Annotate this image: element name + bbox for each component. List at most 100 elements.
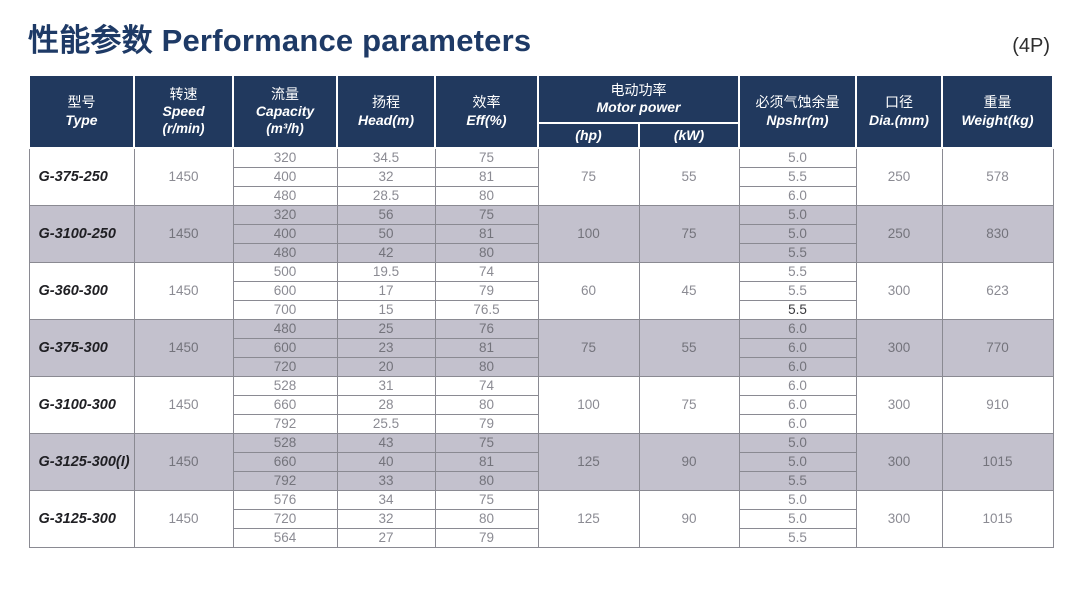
eff-cell: 79: [434, 413, 539, 434]
eff-cell: 81: [434, 166, 539, 187]
table-row: G-3125-300(I) 1450 528 43 75 125 90 5.0 300 1015: [28, 432, 1054, 491]
table-row: 720 20 80 6.0: [29, 356, 1053, 377]
col-header-capacity: 流量 Capacity (m³/h): [232, 74, 338, 149]
head-cell: 56: [336, 204, 436, 225]
table-row: G-360-300 1450 500 19.5 74 60 45 5.5 300 623: [28, 261, 1054, 320]
npshr-cell: 6.0: [738, 394, 857, 415]
speed-cell: 1450: [133, 489, 234, 548]
npshr-cell: 5.0: [738, 204, 857, 225]
capacity-cell: 480: [232, 242, 338, 263]
capacity-cell: 320: [232, 147, 338, 168]
speed-cell: 1450: [133, 318, 234, 377]
head-cell: 20: [336, 356, 436, 377]
eff-cell: 74: [434, 261, 539, 282]
speed-cell: 1450: [133, 432, 234, 491]
speed-cell: 1450: [133, 147, 234, 206]
eff-cell: 79: [434, 527, 539, 548]
table-row: G-3125-300 1450 576 34 75 125 90 5.0 300 1015: [28, 489, 1054, 548]
npshr-cell: 5.0: [738, 451, 857, 472]
table-row: 400 32 81 5.5: [29, 166, 1053, 187]
weight-cell: 1015: [941, 489, 1054, 548]
eff-cell: 80: [434, 394, 539, 415]
capacity-cell: 660: [232, 451, 338, 472]
table-row: 600 17 79 5.5: [29, 280, 1053, 301]
type-cell: G-3125-300: [28, 489, 135, 548]
page-header: 性能参数 Performance parameters (4P): [28, 14, 1050, 60]
npshr-cell: 5.0: [738, 147, 857, 168]
eff-cell: 80: [434, 508, 539, 529]
eff-cell: 75: [434, 147, 539, 168]
head-cell: 34.5: [336, 147, 436, 168]
head-cell: 50: [336, 223, 436, 244]
table-row: 700 15 76.5 5.5: [29, 299, 1053, 320]
npshr-cell: 5.0: [738, 508, 857, 529]
hp-cell: 100: [537, 375, 640, 434]
npshr-cell: 5.0: [738, 489, 857, 510]
page-title: 性能参数 Performance parameters: [28, 23, 532, 58]
eff-cell: 76: [434, 318, 539, 339]
head-cell: 28.5: [336, 185, 436, 206]
kw-cell: 75: [638, 375, 740, 434]
eff-cell: 81: [434, 451, 539, 472]
npshr-cell: 5.5: [738, 261, 857, 282]
col-header-dia: 口径 Dia.(mm): [855, 74, 943, 149]
col-header-type-zh: 型号: [67, 94, 96, 110]
eff-cell: 79: [434, 280, 539, 301]
table-row: 400 50 81 5.0: [29, 223, 1053, 244]
eff-cell: 81: [434, 337, 539, 358]
npshr-cell: 5.5: [738, 280, 857, 301]
head-cell: 32: [336, 508, 436, 529]
head-cell: 25: [336, 318, 436, 339]
table-row: 480 42 80 5.5: [29, 242, 1053, 263]
npshr-cell: 6.0: [738, 185, 857, 206]
head-cell: 40: [336, 451, 436, 472]
head-cell: 19.5: [336, 261, 436, 282]
table-row: G-375-250 1450 320 34.5 75 75 55 5.0 250 578: [28, 147, 1054, 206]
npshr-cell: 5.5: [738, 299, 857, 320]
table-row: 660 40 81 5.0: [29, 451, 1053, 472]
kw-cell: 90: [638, 489, 740, 548]
speed-cell: 1450: [133, 261, 234, 320]
weight-cell: 910: [941, 375, 1054, 434]
head-cell: 31: [336, 375, 436, 396]
npshr-cell: 6.0: [738, 337, 857, 358]
capacity-cell: 660: [232, 394, 338, 415]
capacity-cell: 576: [232, 489, 338, 510]
type-cell: G-3100-250: [28, 204, 135, 263]
type-cell: G-360-300: [28, 261, 135, 320]
capacity-cell: 528: [232, 432, 338, 453]
col-header-npshr: 必须气蚀余量 Npshr(m): [738, 74, 857, 149]
eff-cell: 75: [434, 489, 539, 510]
npshr-cell: 6.0: [738, 318, 857, 339]
capacity-cell: 500: [232, 261, 338, 282]
npshr-cell: 5.5: [738, 242, 857, 263]
dia-cell: 250: [855, 147, 943, 206]
head-cell: 32: [336, 166, 436, 187]
head-cell: 34: [336, 489, 436, 510]
eff-cell: 74: [434, 375, 539, 396]
table-body: G-375-250 1450 320 34.5 75 75 55 5.0 250 578 400 32…: [28, 147, 1054, 548]
capacity-cell: 480: [232, 318, 338, 339]
eff-cell: 76.5: [434, 299, 539, 320]
npshr-cell: 5.5: [738, 166, 857, 187]
npshr-cell: 5.5: [738, 470, 857, 491]
capacity-cell: 600: [232, 337, 338, 358]
eff-cell: 75: [434, 204, 539, 225]
capacity-cell: 700: [232, 299, 338, 320]
col-header-kw: (kW): [638, 122, 740, 149]
hp-cell: 75: [537, 147, 640, 206]
capacity-cell: 480: [232, 185, 338, 206]
col-header-head: 扬程 Head(m): [336, 74, 436, 149]
dia-cell: 300: [855, 375, 943, 434]
kw-cell: 75: [638, 204, 740, 263]
weight-cell: 830: [941, 204, 1054, 263]
head-cell: 25.5: [336, 413, 436, 434]
col-header-type: 型号 Type: [28, 74, 135, 149]
head-cell: 33: [336, 470, 436, 491]
type-cell: G-375-300: [28, 318, 135, 377]
eff-cell: 80: [434, 242, 539, 263]
table-row: 720 32 80 5.0: [29, 508, 1053, 529]
eff-cell: 80: [434, 470, 539, 491]
dia-cell: 300: [855, 318, 943, 377]
capacity-cell: 720: [232, 508, 338, 529]
